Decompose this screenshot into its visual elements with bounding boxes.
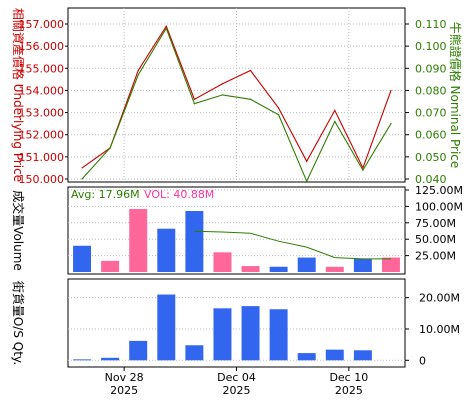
osqty-tick-label: 20.00M [419, 292, 460, 305]
nominal-point-10 [362, 169, 364, 171]
osqty-bar-0 [73, 359, 92, 361]
underlying-point-8 [306, 160, 308, 162]
left-tick-label: 154.000 [19, 84, 65, 97]
left-tick-label: 155.000 [19, 62, 65, 75]
underlying-point-2 [137, 69, 139, 72]
volume-bar-2 [129, 209, 148, 272]
nominal-point-0 [81, 178, 83, 180]
osqty-bar-4 [185, 345, 204, 361]
volume-bar-0 [73, 245, 92, 272]
underlying-point-3 [165, 25, 167, 27]
volume-bar-7 [269, 266, 288, 272]
left-tick-label: 153.000 [19, 107, 65, 120]
underlying-point-0 [81, 167, 83, 169]
underlying-point-5 [221, 83, 224, 85]
volume-bar-5 [213, 252, 232, 272]
volume-current-annotation: VOL: 40.88M [144, 188, 214, 201]
osqty-tick-label: 0 [419, 354, 426, 367]
x-year-label: 2025 [223, 384, 251, 397]
volume-tick-label: 50.00M [415, 233, 456, 246]
volume-tick-label: 100.00M [415, 200, 463, 213]
nominal-price-line [81, 27, 392, 183]
underlying-point-9 [334, 109, 336, 111]
x-date-label: Nov 28 [105, 371, 144, 384]
osqty-bar-2 [129, 340, 148, 361]
left-tick-label: 152.000 [19, 129, 65, 142]
x-year-label: 2025 [335, 384, 363, 397]
nominal-point-3 [165, 27, 167, 30]
nominal-point-7 [278, 114, 280, 116]
underlying-point-7 [278, 107, 280, 109]
left-tick-label: 150.000 [19, 173, 65, 186]
volume-tick-label: 75.00M [415, 217, 456, 230]
right-tick-label: 0.110 [415, 18, 447, 31]
right-tick-label: 0.040 [415, 173, 447, 186]
right-tick-label: 0.060 [415, 129, 447, 142]
right-tick-label: 0.080 [415, 84, 447, 97]
nominal-point-11 [390, 123, 392, 125]
left-tick-label: 157.000 [19, 18, 65, 31]
nominal-point-6 [249, 98, 252, 100]
right-axis-title: 牛熊證價格 Nominal Price [448, 22, 463, 169]
osqty-bar-1 [101, 357, 120, 361]
osqty-panel-frame [67, 278, 406, 368]
volume-tick-label: 125.00M [415, 184, 463, 197]
volume-panel-frame [67, 186, 406, 275]
nominal-point-4 [193, 103, 195, 105]
osqty-bar-5 [213, 308, 232, 361]
osqty-axis-title: 街貨量O/S Qty. [11, 281, 26, 365]
underlying-point-10 [362, 167, 364, 169]
left-tick-label: 151.000 [19, 151, 65, 164]
underlying-point-11 [390, 89, 392, 92]
nominal-point-9 [334, 120, 336, 123]
right-tick-label: 0.100 [415, 40, 447, 53]
nominal-point-1 [109, 147, 111, 149]
osqty-bar-9 [325, 349, 344, 361]
osqty-bar-7 [269, 309, 288, 361]
right-tick-label: 0.070 [415, 107, 447, 120]
left-axis-title: 相關資產價格 Underlying Price [11, 8, 26, 182]
right-tick-label: 0.090 [415, 62, 447, 75]
x-year-label: 2025 [110, 384, 138, 397]
volume-bar-4 [185, 210, 204, 272]
x-date-label: Dec 10 [329, 371, 368, 384]
right-tick-label: 0.050 [415, 151, 447, 164]
volume-bar-8 [297, 257, 316, 272]
volume-bar-6 [241, 266, 260, 272]
osqty-bar-6 [241, 306, 260, 361]
volume-average-annotation: Avg: 17.96M [71, 188, 140, 201]
left-tick-label: 156.000 [19, 40, 65, 53]
underlying-price-line [81, 24, 392, 170]
osqty-tick-label: 10.00M [419, 323, 460, 336]
nominal-point-2 [137, 74, 139, 76]
nominal-point-8 [306, 180, 308, 182]
volume-axis-title: 成交量Volume [11, 190, 26, 271]
volume-bar-1 [101, 260, 120, 272]
volume-bar-11 [381, 257, 400, 272]
volume-bar-10 [353, 258, 372, 272]
underlying-point-4 [193, 98, 195, 100]
underlying-point-6 [249, 69, 252, 72]
x-date-label: Dec 04 [217, 371, 256, 384]
volume-bar-3 [157, 228, 176, 272]
volume-bar-9 [325, 266, 344, 272]
nominal-point-5 [221, 94, 224, 96]
osqty-bar-10 [353, 350, 372, 361]
volume-average-line [194, 230, 391, 260]
volume-tick-label: 25.00M [415, 250, 456, 263]
osqty-bar-8 [297, 353, 316, 361]
osqty-bar-3 [157, 294, 176, 361]
